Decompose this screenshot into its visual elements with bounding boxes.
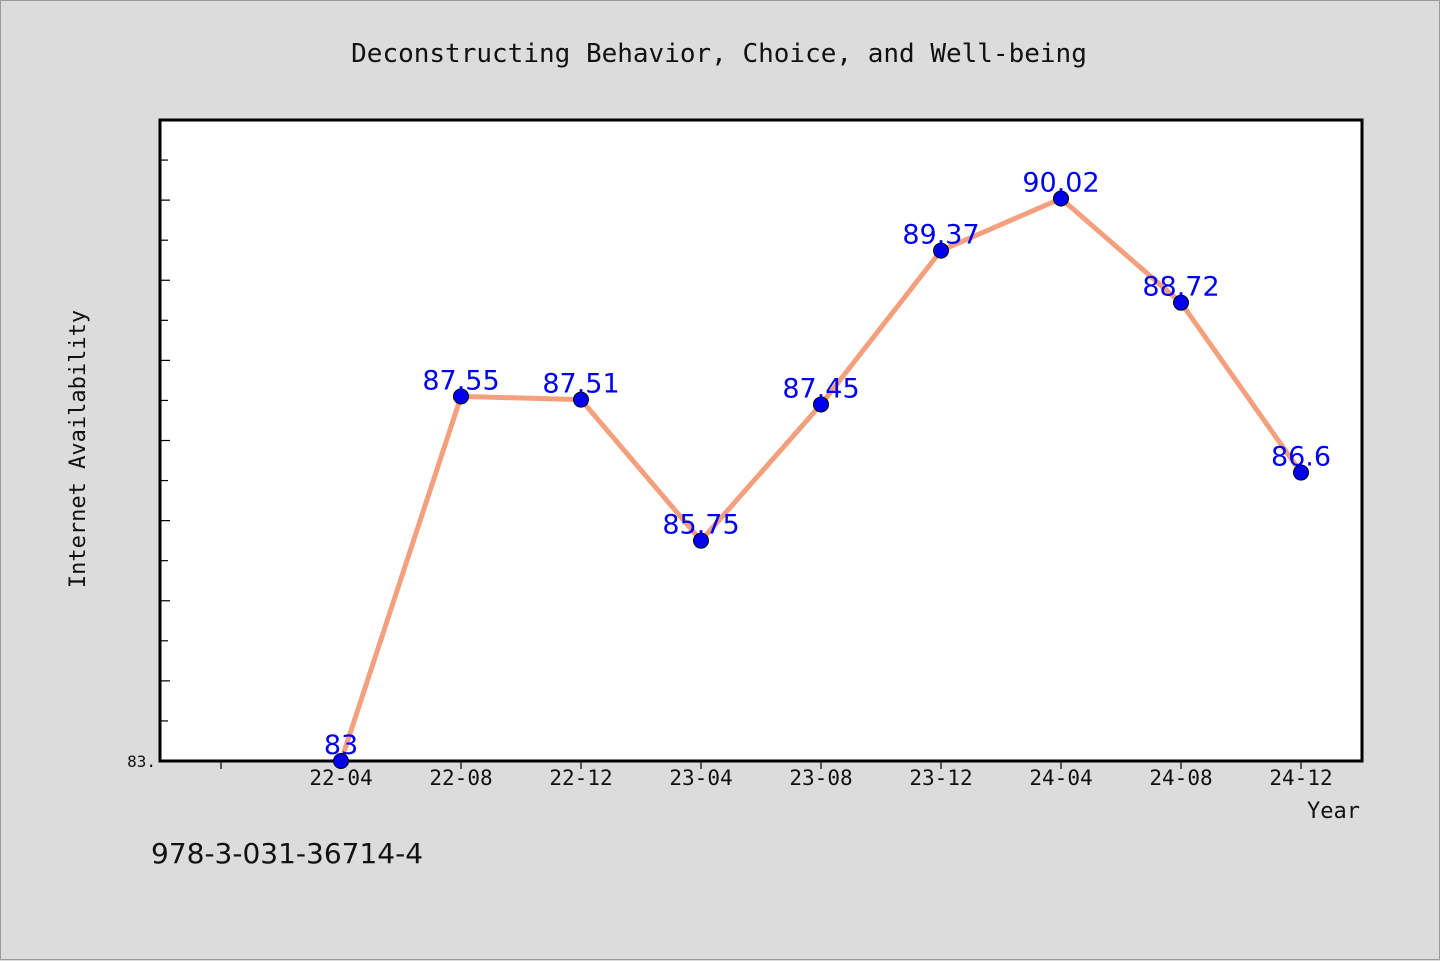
data-label: 89.37: [902, 220, 979, 251]
x-tick-label: 22-08: [429, 766, 492, 790]
data-point: [1053, 190, 1069, 207]
data-labels: 83 87.55 87.51 85.75 87.45 89.37 90.02 88.72 86.…: [324, 168, 1331, 761]
series-markers: [333, 190, 1309, 769]
data-label: 83: [324, 730, 358, 761]
data-label: 86.6: [1271, 442, 1331, 473]
x-tick-label: 22-12: [549, 766, 612, 790]
data-label: 88.72: [1142, 272, 1219, 303]
y-tick-label: 83.: [127, 752, 156, 771]
x-tick-label: 22-04: [309, 766, 372, 790]
chart-title: Deconstructing Behavior, Choice, and Wel…: [351, 39, 1087, 69]
x-tick-label: 23-08: [789, 766, 852, 790]
y-axis-label: Internet Availability: [66, 310, 91, 588]
data-point: [333, 753, 349, 769]
data-label: 87.45: [782, 373, 859, 404]
data-point: [813, 396, 829, 413]
x-tick-label: 24-04: [1029, 766, 1092, 790]
data-point: [1293, 464, 1309, 481]
data-point: [453, 388, 469, 405]
y-axis-ticks: [160, 159, 170, 762]
data-label: 85.75: [662, 510, 739, 541]
x-axis-label: Year: [1307, 799, 1360, 824]
data-point: [1173, 294, 1189, 311]
x-tick-labels: 22-04 22-08 22-12 23-04 23-08 23-12 24-04 24-08…: [309, 766, 1332, 790]
x-tick-label: 23-12: [909, 766, 972, 790]
data-point: [693, 532, 709, 549]
data-label: 87.55: [422, 365, 499, 396]
plot-area: [158, 118, 1364, 763]
data-point: [933, 242, 949, 259]
isbn-text: 978-3-031-36714-4: [151, 837, 423, 870]
data-label: 90.02: [1022, 168, 1099, 199]
x-tick-label: 24-12: [1269, 766, 1332, 790]
x-tick-label: 23-04: [669, 766, 732, 790]
data-point: [573, 391, 589, 408]
x-tick-label: 24-08: [1149, 766, 1212, 790]
data-label: 87.51: [542, 369, 619, 400]
